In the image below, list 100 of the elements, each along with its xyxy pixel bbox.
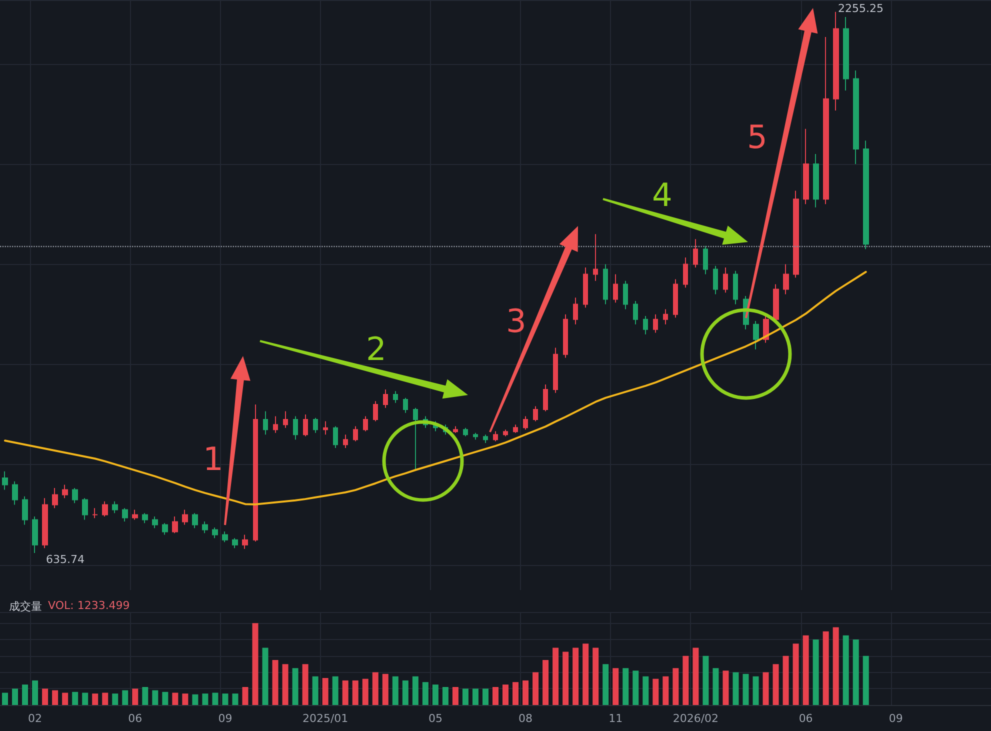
candlestick: [42, 498, 48, 549]
bar: [72, 692, 78, 705]
bar: [492, 686, 498, 705]
candlestick: [553, 347, 558, 394]
bar: [432, 684, 438, 705]
bar: [502, 684, 509, 705]
bar: [2, 692, 8, 705]
bar: [732, 672, 739, 705]
candlestick: [142, 512, 148, 524]
candlestick: [202, 520, 208, 534]
candlestick: [633, 300, 638, 325]
candlestick: [192, 512, 198, 529]
candlestick: [132, 509, 138, 520]
candlestick: [182, 509, 188, 526]
candlestick: [473, 432, 478, 440]
candlestick: [543, 384, 548, 412]
candlestick: [653, 314, 658, 334]
bar: [702, 656, 709, 705]
bar: [232, 694, 238, 705]
candlestick: [122, 508, 128, 522]
candlestick: [563, 314, 568, 358]
candlestick: [112, 500, 118, 514]
bar: [392, 676, 398, 705]
bar: [142, 686, 148, 705]
bar: [212, 692, 218, 705]
candlestick: [253, 404, 258, 542]
bar: [762, 672, 769, 705]
bar: [32, 680, 38, 705]
bar: [62, 692, 68, 705]
annotation: 2255.25: [838, 2, 884, 15]
bar: [852, 640, 859, 705]
candlestick: [603, 264, 608, 305]
bar: [132, 688, 138, 705]
bar: [202, 694, 208, 705]
bar: [312, 676, 318, 705]
x-tick-label: 08: [518, 712, 533, 725]
bar: [182, 694, 188, 705]
candlestick: [853, 70, 859, 164]
bar: [222, 694, 228, 705]
candlestick: [72, 488, 78, 504]
candlestick: [623, 280, 628, 310]
annotation: 5: [747, 118, 768, 156]
bar: [742, 674, 749, 705]
candlestick: [102, 500, 108, 517]
candlestick: [283, 410, 288, 428]
bar: [372, 672, 378, 705]
candlestick: [683, 257, 688, 288]
candlestick: [733, 270, 738, 305]
candlestick: [483, 434, 488, 444]
bar: [582, 644, 589, 705]
candlestick: [52, 488, 58, 509]
candlestick: [693, 238, 698, 268]
bar: [52, 690, 58, 705]
candlestick: [613, 274, 618, 304]
annotation: 2: [366, 330, 386, 368]
bar: [382, 674, 388, 705]
candlestick: [222, 530, 228, 543]
bar: [522, 680, 529, 705]
candlestick: [723, 267, 728, 294]
bar: [442, 686, 448, 705]
bar: [662, 676, 669, 705]
candlestick: [242, 534, 248, 550]
candlestick: [353, 426, 358, 442]
bar: [262, 648, 268, 705]
bar: [332, 676, 338, 705]
candlestick: [863, 140, 869, 250]
candlestick: [152, 516, 158, 529]
x-tick-label: 11: [608, 712, 623, 725]
bar: [632, 670, 639, 705]
candlestick: [463, 427, 468, 437]
candlestick: [513, 424, 518, 434]
candlestick: [232, 538, 238, 549]
candlestick: [833, 11, 839, 112]
candlestick: [92, 508, 98, 519]
bar: [242, 686, 248, 705]
text: VOL: 1233.499: [48, 599, 130, 612]
bar: [552, 648, 559, 705]
candlestick: [413, 407, 418, 470]
candlestick: [813, 153, 819, 208]
candlestick: [393, 390, 398, 404]
x-tick-label: 05: [428, 712, 442, 725]
bar: [192, 694, 198, 705]
bar: [292, 668, 298, 705]
bar: [472, 688, 478, 705]
bar: [92, 694, 98, 705]
candlestick: [363, 416, 368, 432]
bar: [342, 680, 348, 705]
candlestick: [313, 417, 318, 434]
candlestick: [403, 397, 408, 414]
bar: [812, 640, 819, 705]
candlestick: [2, 470, 8, 490]
annotation: 3: [506, 302, 526, 340]
x-tick-label: 09: [218, 712, 232, 725]
bar: [822, 631, 829, 705]
candlestick: [843, 16, 849, 91]
bar: [862, 656, 869, 705]
candlestick: [593, 234, 598, 282]
candlestick: [753, 320, 759, 350]
bar: [152, 690, 158, 705]
candlestick: [212, 526, 218, 539]
